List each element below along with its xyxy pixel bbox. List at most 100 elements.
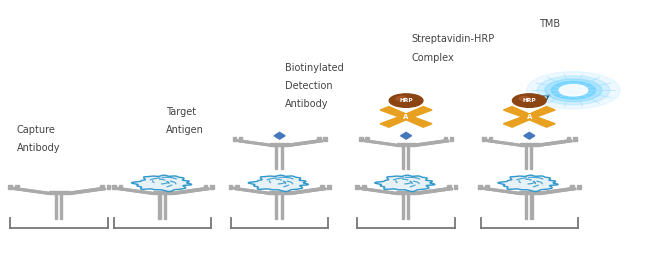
- Bar: [567, 137, 571, 141]
- Polygon shape: [359, 187, 396, 194]
- Bar: [8, 185, 12, 189]
- Polygon shape: [380, 107, 410, 118]
- Text: HRP: HRP: [523, 98, 536, 103]
- Circle shape: [551, 81, 595, 99]
- Bar: [281, 193, 283, 219]
- Bar: [55, 193, 57, 219]
- Polygon shape: [363, 140, 398, 146]
- Polygon shape: [482, 187, 520, 194]
- Text: Antibody: Antibody: [285, 99, 328, 109]
- Polygon shape: [415, 140, 449, 146]
- Polygon shape: [131, 175, 192, 192]
- Bar: [525, 145, 527, 169]
- Bar: [573, 137, 577, 141]
- Polygon shape: [380, 115, 410, 127]
- Bar: [396, 191, 416, 194]
- Bar: [269, 191, 290, 194]
- Bar: [270, 143, 289, 146]
- Text: TMB: TMB: [539, 19, 560, 29]
- Bar: [519, 191, 540, 194]
- Bar: [355, 185, 359, 189]
- Bar: [478, 185, 482, 189]
- Circle shape: [389, 94, 423, 107]
- Bar: [159, 193, 161, 219]
- Circle shape: [537, 76, 610, 105]
- Bar: [530, 193, 532, 219]
- Bar: [443, 137, 447, 141]
- Text: Target: Target: [166, 107, 196, 117]
- Polygon shape: [415, 187, 453, 194]
- Bar: [407, 193, 410, 219]
- Bar: [211, 185, 214, 189]
- Polygon shape: [359, 187, 396, 194]
- Bar: [570, 185, 574, 189]
- Bar: [320, 185, 324, 189]
- Polygon shape: [415, 140, 449, 146]
- Circle shape: [526, 72, 620, 109]
- Circle shape: [559, 84, 588, 96]
- Bar: [99, 185, 104, 189]
- Bar: [276, 145, 278, 169]
- Circle shape: [545, 79, 602, 102]
- Polygon shape: [289, 187, 326, 194]
- Polygon shape: [538, 140, 573, 146]
- Polygon shape: [539, 187, 576, 194]
- Bar: [275, 193, 278, 219]
- Text: HRP: HRP: [399, 98, 413, 103]
- Bar: [327, 185, 331, 189]
- Bar: [489, 137, 492, 141]
- Polygon shape: [274, 132, 285, 139]
- Bar: [153, 191, 173, 194]
- Polygon shape: [68, 187, 106, 194]
- Polygon shape: [526, 115, 555, 127]
- Bar: [577, 185, 580, 189]
- Polygon shape: [288, 140, 322, 146]
- Bar: [233, 137, 236, 141]
- Polygon shape: [415, 187, 453, 194]
- Polygon shape: [503, 115, 533, 127]
- Polygon shape: [524, 132, 535, 139]
- Polygon shape: [374, 175, 435, 192]
- Bar: [15, 185, 19, 189]
- Bar: [229, 185, 233, 189]
- Bar: [317, 137, 320, 141]
- Polygon shape: [486, 140, 521, 146]
- Bar: [359, 137, 363, 141]
- Bar: [407, 145, 409, 169]
- Polygon shape: [498, 175, 558, 192]
- Text: Detection: Detection: [285, 81, 332, 91]
- Bar: [107, 185, 111, 189]
- Circle shape: [512, 94, 546, 107]
- Polygon shape: [526, 107, 555, 118]
- Polygon shape: [538, 140, 573, 146]
- Bar: [447, 185, 450, 189]
- Circle shape: [396, 96, 407, 101]
- Bar: [402, 193, 404, 219]
- Polygon shape: [289, 187, 326, 194]
- Text: A: A: [526, 114, 532, 120]
- Bar: [485, 185, 489, 189]
- Bar: [60, 193, 62, 219]
- Bar: [239, 137, 242, 141]
- Bar: [235, 185, 239, 189]
- Polygon shape: [248, 175, 308, 192]
- Polygon shape: [486, 140, 521, 146]
- Bar: [362, 185, 366, 189]
- Circle shape: [519, 96, 530, 101]
- Polygon shape: [237, 140, 271, 146]
- Polygon shape: [233, 187, 270, 194]
- Bar: [520, 143, 539, 146]
- Text: Complex: Complex: [411, 53, 454, 63]
- Text: Antibody: Antibody: [17, 143, 60, 153]
- Polygon shape: [402, 107, 432, 118]
- Bar: [112, 185, 116, 189]
- Polygon shape: [482, 187, 520, 194]
- Bar: [365, 137, 369, 141]
- Bar: [323, 137, 327, 141]
- Polygon shape: [172, 187, 210, 194]
- Polygon shape: [116, 187, 153, 194]
- Text: Streptavidin-HRP: Streptavidin-HRP: [411, 35, 495, 44]
- Polygon shape: [363, 140, 398, 146]
- Polygon shape: [12, 187, 50, 194]
- Polygon shape: [237, 140, 271, 146]
